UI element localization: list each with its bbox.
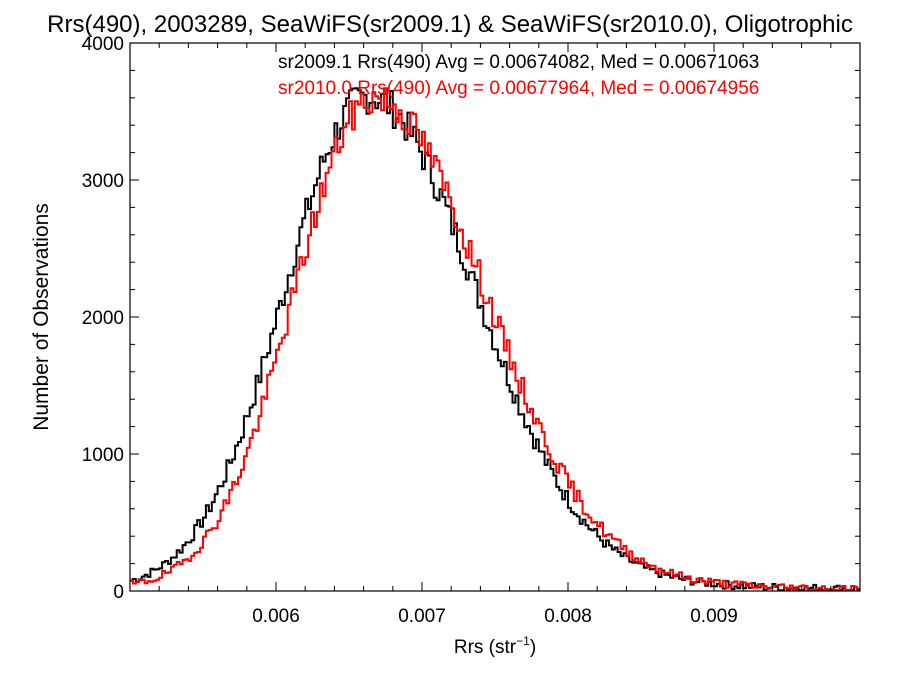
y-tick-label: 1000 <box>82 445 124 466</box>
x-axis-label: Rrs (str−1) <box>454 634 536 658</box>
y-tick-label: 4000 <box>82 34 124 55</box>
x-tick-label: 0.008 <box>544 606 592 627</box>
x-tick-label: 0.007 <box>398 606 446 627</box>
stat-label-sr2010: sr2010.0 Rrs(490) Avg = 0.00677964, Med … <box>278 78 759 99</box>
x-axis-label-close: ) <box>530 637 536 658</box>
plot-frame <box>129 42 861 592</box>
x-axis-label-text: Rrs (str <box>454 637 517 658</box>
y-tick-label: 3000 <box>82 171 124 192</box>
series-line-sr2010-0 <box>130 87 860 592</box>
y-tick-label: 0 <box>113 582 124 603</box>
series-layer <box>130 87 860 592</box>
x-tick-label: 0.006 <box>252 606 300 627</box>
x-tick-label: 0.009 <box>690 606 738 627</box>
chart-title: Rrs(490), 2003289, SeaWiFS(sr2009.1) & S… <box>47 11 853 38</box>
y-axis-label: Number of Observations <box>30 203 53 431</box>
stat-label-sr2009: sr2009.1 Rrs(490) Avg = 0.00674082, Med … <box>278 52 759 73</box>
series-line-sr2009-1 <box>130 87 860 592</box>
x-axis-label-sup: −1 <box>516 634 530 648</box>
tick-layer: 0.006 0.007 0.008 0.009 0 1000 2000 3000 4000 <box>82 34 860 627</box>
y-tick-label: 2000 <box>82 308 124 329</box>
